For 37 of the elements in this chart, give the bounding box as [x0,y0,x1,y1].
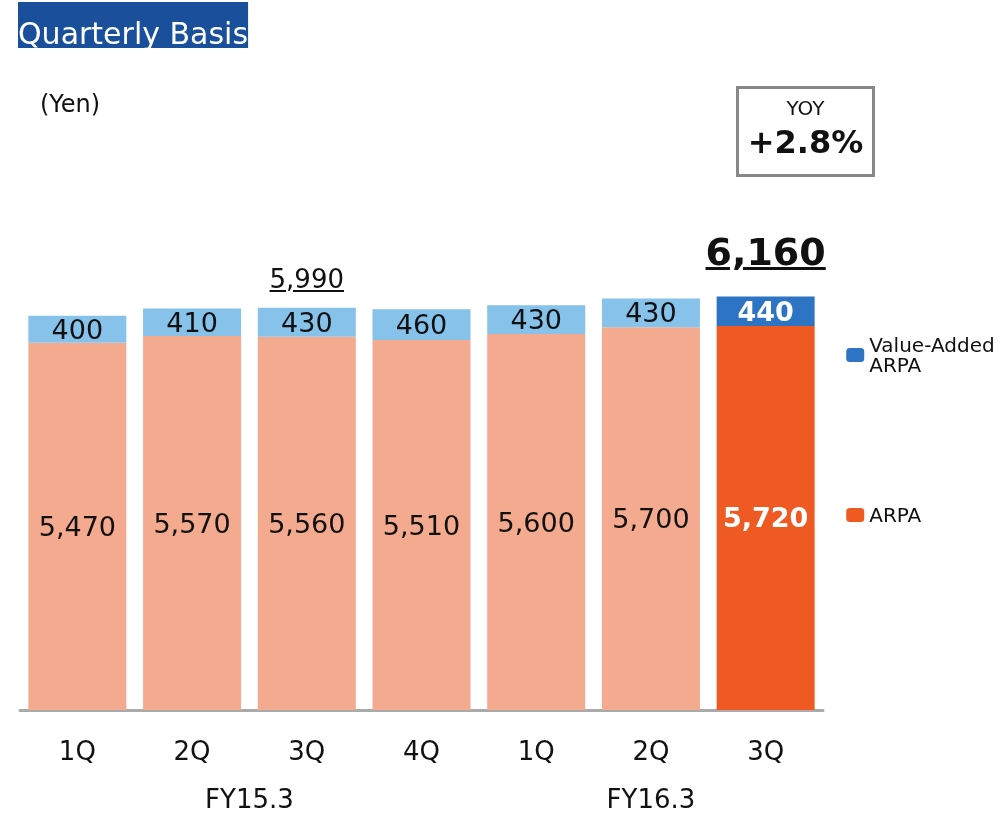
bar [716,325,815,710]
total-label: 6,160 [705,230,826,275]
chart-title: Quarterly Basis [18,15,249,51]
bar [601,327,700,710]
text: YOY +2.8% [747,95,864,161]
data-label: 410 [166,306,218,338]
text: FY15.3 [205,784,294,814]
x-tick-label: 2Q [173,736,211,766]
x-tick-label: 3Q [288,736,326,766]
text: FY16.3 [606,784,696,814]
x-tick-label: 1Q [58,736,96,766]
bar [28,342,127,710]
x-tick-label: 4Q [402,736,441,766]
data-label: 460 [395,309,448,341]
x-tick-label: 3Q [747,736,785,766]
total-label: 5,990 [269,263,344,294]
data-label: 430 [281,306,333,338]
bar [257,336,356,710]
x-tick-label: 2Q [632,736,670,766]
data-label: 430 [625,297,677,329]
data-label: 5,470 [38,510,117,542]
text: (Yen) [40,90,101,118]
data-label: 5,600 [497,506,575,538]
bar [372,340,471,710]
data-label: 5,510 [382,509,461,541]
data-label: 5,560 [268,507,346,539]
data-label: 430 [510,304,562,336]
data-label: 5,570 [153,507,231,539]
x-tick-label: 1Q [517,736,555,766]
data-label: 5,720 [722,502,809,534]
bar [143,336,242,710]
legend-label: Value-Added ARPA [869,333,1001,377]
data-label: 440 [737,295,794,327]
legend-label: ARPA [869,503,922,527]
data-label: 400 [51,313,104,345]
data-label: 5,700 [612,503,690,535]
bar [487,334,586,710]
